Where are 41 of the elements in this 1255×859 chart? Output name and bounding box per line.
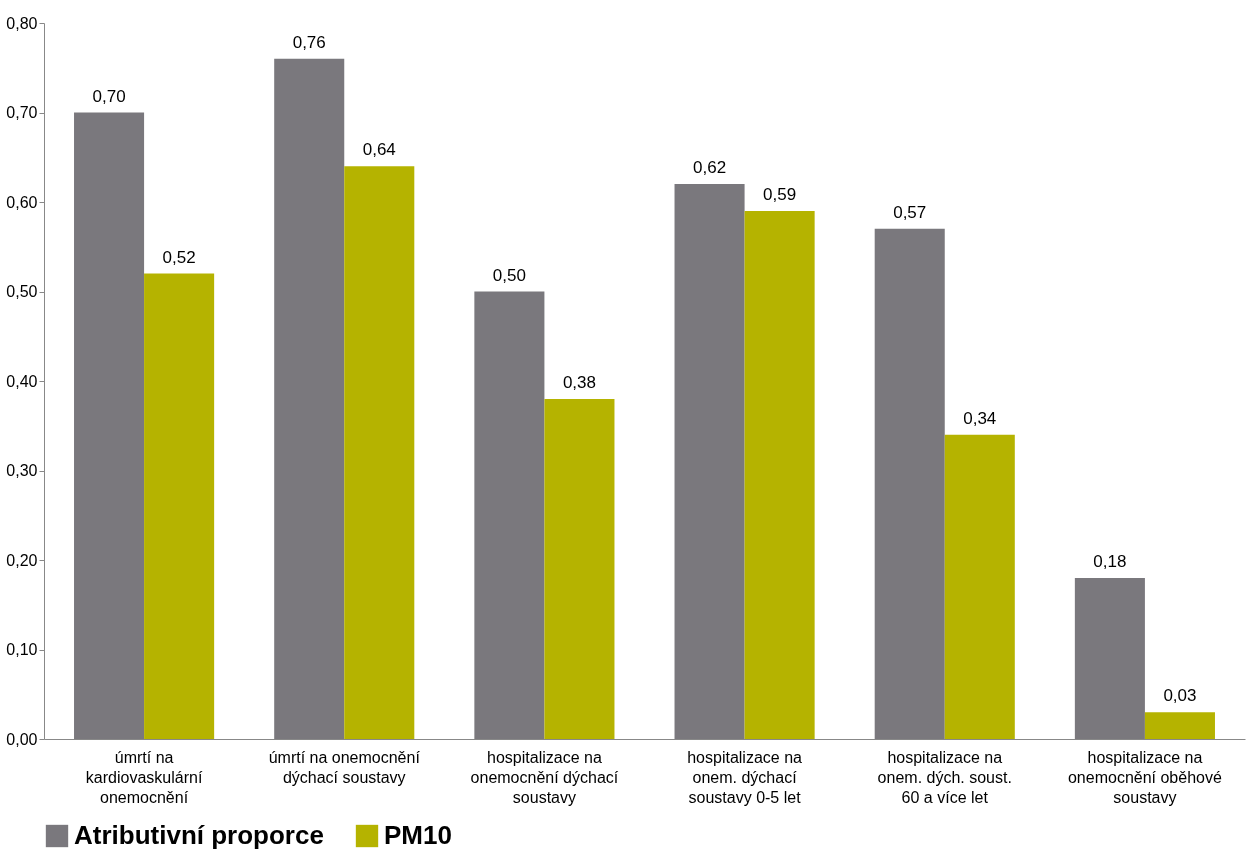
data-label: 0,64 (362, 140, 396, 160)
data-label: 0,34 (963, 408, 997, 428)
data-label: 0,03 (1163, 686, 1197, 706)
y-tick-label: 0,30 (6, 462, 38, 479)
x-tick-label: hospitalizace na onem. dýchací soustavy 0-5 let (687, 748, 803, 806)
data-label: 0,76 (292, 32, 326, 52)
x-tick-label: úmrtí na onemocnění dýchací soustavy (268, 748, 421, 786)
legend-label: Atributivní proporce (74, 820, 324, 850)
data-label: 0,57 (893, 202, 927, 222)
bar (144, 273, 215, 739)
data-label: 0,70 (92, 86, 126, 106)
y-tick-label: 0,40 (6, 372, 38, 390)
bar (544, 398, 615, 739)
y-tick-label: 0,80 (6, 14, 38, 32)
bar (274, 58, 345, 739)
bar (1144, 712, 1215, 739)
data-label: 0,38 (562, 372, 596, 392)
x-tick-label: hospitalizace na onem. dých. soust. 60 a více let (877, 748, 1012, 806)
x-tick-label: hospitalizace na onemocnění dýchací soustavy (470, 748, 619, 806)
bar (744, 210, 815, 739)
y-tick-label: 0,20 (6, 551, 38, 569)
x-tick-label: hospitalizace na onemocnění oběhové soustavy (1067, 748, 1222, 806)
bar (944, 434, 1015, 739)
bar (474, 291, 545, 739)
x-tick-label: úmrtí na kardiovaskulární onemocnění (85, 748, 203, 806)
y-tick-label: 0,00 (6, 730, 38, 748)
data-label: 0,52 (162, 247, 196, 267)
y-tick-label: 0,60 (6, 193, 38, 211)
data-label: 0,18 (1093, 551, 1127, 571)
y-tick-label: 0,50 (6, 283, 38, 300)
bar (1074, 577, 1145, 739)
y-tick-label: 0,10 (6, 641, 38, 658)
bar (74, 112, 145, 739)
data-label: 0,59 (763, 184, 797, 204)
legend-label: PM10 (384, 820, 452, 850)
bar (874, 228, 945, 739)
data-label: 0,50 (492, 265, 526, 285)
bar (674, 184, 745, 739)
bar (344, 166, 415, 739)
y-tick-label: 0,70 (6, 104, 38, 121)
data-label: 0,62 (693, 158, 727, 178)
